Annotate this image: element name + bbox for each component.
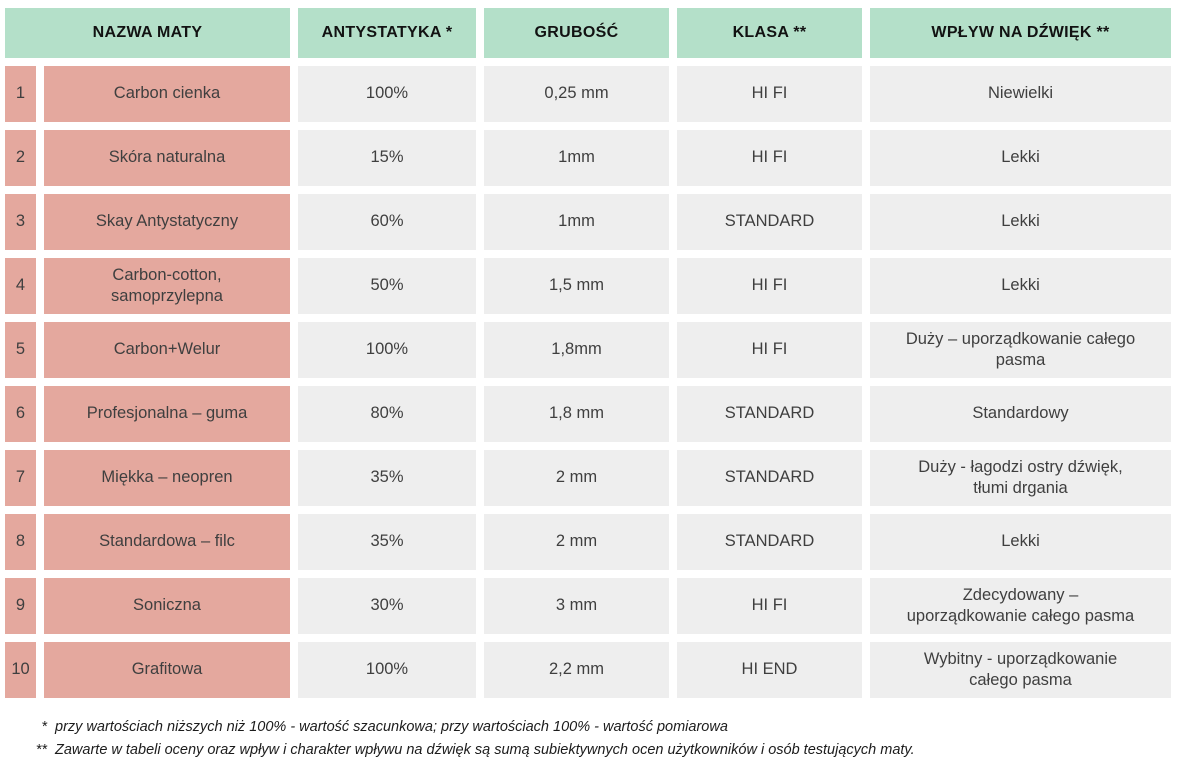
thickness-value: 1,5 mm [484,258,669,314]
class-value: HI END [677,642,862,698]
sound-impact-value: Niewielki [870,66,1171,122]
mat-name: Carbon-cotton, samoprzylepna [44,258,290,314]
column-header-grubosc: GRUBOŚĆ [484,8,669,58]
class-value: STANDARD [677,386,862,442]
table-row: 7 Miękka – neopren 35% 2 mm STANDARD Duż… [5,450,1171,506]
table-row: 10 Grafitowa 100% 2,2 mm HI END Wybitny … [5,642,1171,698]
footnote-ratings: ** Zawarte w tabeli oceny oraz wpływ i c… [5,742,1171,758]
table-row: 2 Skóra naturalna 15% 1mm HI FI Lekki [5,130,1171,186]
class-value: HI FI [677,66,862,122]
row-number: 9 [5,578,36,634]
antistatic-value: 35% [298,450,476,506]
column-header-antystatyka: ANTYSTATYKA * [298,8,476,58]
footnote-text: przy wartościach niższych niż 100% - war… [55,719,728,735]
antistatic-value: 15% [298,130,476,186]
footnote-antistatic: * przy wartościach niższych niż 100% - w… [5,719,1171,735]
table-row: 5 Carbon+Welur 100% 1,8mm HI FI Duży – u… [5,322,1171,378]
antistatic-value: 100% [298,642,476,698]
thickness-value: 3 mm [484,578,669,634]
table-row: 8 Standardowa – filc 35% 2 mm STANDARD L… [5,514,1171,570]
sound-impact-value: Lekki [870,194,1171,250]
table-row: 3 Skay Antystatyczny 60% 1mm STANDARD Le… [5,194,1171,250]
antistatic-value: 50% [298,258,476,314]
footnote-marker: * [41,719,47,735]
mat-name: Soniczna [44,578,290,634]
sound-impact-value: Duży - łagodzi ostry dźwięk, tłumi drgan… [870,450,1171,506]
class-value: HI FI [677,322,862,378]
thickness-value: 2,2 mm [484,642,669,698]
thickness-value: 1,8mm [484,322,669,378]
class-value: HI FI [677,578,862,634]
row-number: 1 [5,66,36,122]
antistatic-value: 100% [298,66,476,122]
row-number: 7 [5,450,36,506]
class-value: STANDARD [677,514,862,570]
thickness-value: 2 mm [484,450,669,506]
mat-name: Profesjonalna – guma [44,386,290,442]
sound-impact-value: Lekki [870,514,1171,570]
mat-name: Carbon+Welur [44,322,290,378]
sound-impact-value: Wybitny - uporządkowanie całego pasma [870,642,1171,698]
mat-name: Skóra naturalna [44,130,290,186]
mat-name: Grafitowa [44,642,290,698]
row-number: 10 [5,642,36,698]
class-value: STANDARD [677,194,862,250]
mat-name: Carbon cienka [44,66,290,122]
table-row: 9 Soniczna 30% 3 mm HI FI Zdecydowany – … [5,578,1171,634]
mat-name: Miękka – neopren [44,450,290,506]
class-value: HI FI [677,258,862,314]
thickness-value: 2 mm [484,514,669,570]
antistatic-value: 35% [298,514,476,570]
sound-impact-value: Duży – uporządkowanie całego pasma [870,322,1171,378]
column-header-klasa: KLASA ** [677,8,862,58]
row-number: 6 [5,386,36,442]
antistatic-value: 60% [298,194,476,250]
column-header-nazwa-maty: NAZWA MATY [5,8,290,58]
row-number: 8 [5,514,36,570]
footnote-text: Zawarte w tabeli oceny oraz wpływ i char… [55,742,915,758]
row-number: 3 [5,194,36,250]
thickness-value: 0,25 mm [484,66,669,122]
antistatic-value: 30% [298,578,476,634]
thickness-value: 1,8 mm [484,386,669,442]
mat-name: Skay Antystatyczny [44,194,290,250]
footnotes: * przy wartościach niższych niż 100% - w… [5,719,1171,758]
sound-impact-value: Lekki [870,130,1171,186]
antistatic-value: 100% [298,322,476,378]
footnote-marker: ** [35,742,47,758]
table-row: 6 Profesjonalna – guma 80% 1,8 mm STANDA… [5,386,1171,442]
class-value: HI FI [677,130,862,186]
class-value: STANDARD [677,450,862,506]
row-number: 2 [5,130,36,186]
table-row: 1 Carbon cienka 100% 0,25 mm HI FI Niewi… [5,66,1171,122]
thickness-value: 1mm [484,130,669,186]
sound-impact-value: Zdecydowany – uporządkowanie całego pasm… [870,578,1171,634]
table-row: 4 Carbon-cotton, samoprzylepna 50% 1,5 m… [5,258,1171,314]
row-number: 4 [5,258,36,314]
thickness-value: 1mm [484,194,669,250]
sound-impact-value: Standardowy [870,386,1171,442]
column-header-wplyw-na-dzwiek: WPŁYW NA DŹWIĘK ** [870,8,1171,58]
antistatic-value: 80% [298,386,476,442]
mat-name: Standardowa – filc [44,514,290,570]
table-header-row: NAZWA MATY ANTYSTATYKA * GRUBOŚĆ KLASA *… [5,8,1171,58]
row-number: 5 [5,322,36,378]
sound-impact-value: Lekki [870,258,1171,314]
